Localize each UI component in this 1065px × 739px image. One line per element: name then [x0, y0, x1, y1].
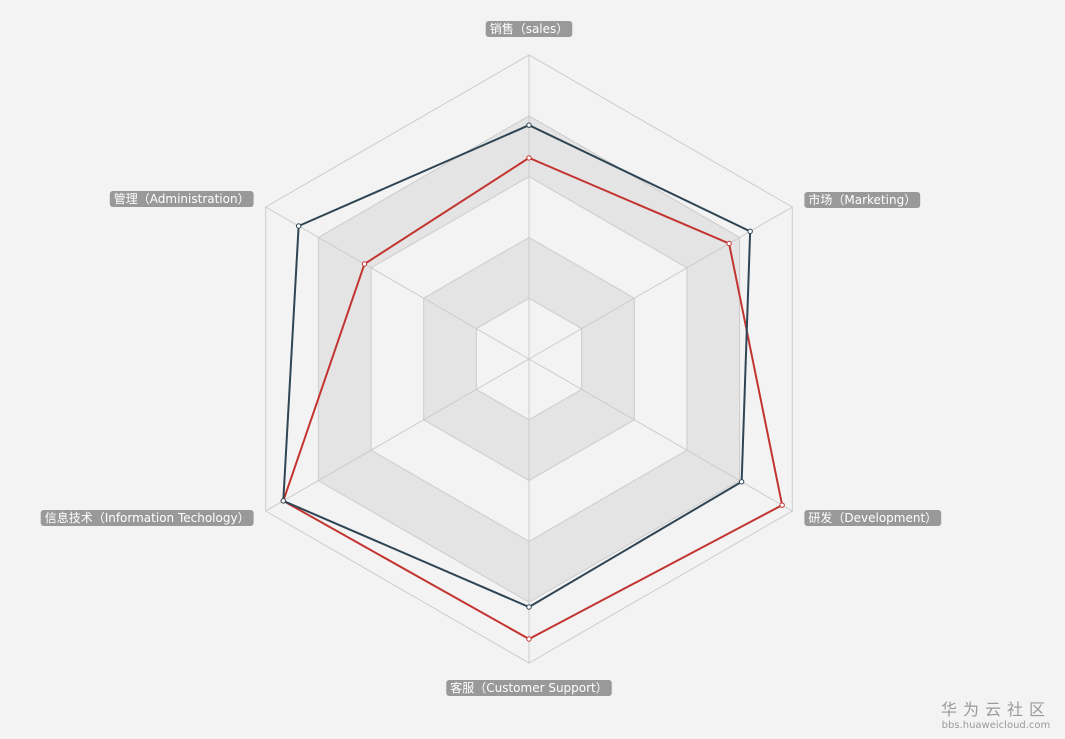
data-point[interactable] — [295, 223, 302, 229]
data-point[interactable] — [738, 479, 745, 485]
label-box — [446, 680, 612, 696]
axis-line — [265, 358, 530, 512]
axis-line — [528, 358, 793, 512]
watermark-brand: 华为云社区 — [940, 700, 1051, 719]
label-box — [804, 510, 942, 526]
indicator-label: 市场（Marketing） — [804, 192, 921, 208]
indicator-label-text: 客服（Customer Support） — [450, 680, 608, 695]
data-point[interactable] — [726, 240, 732, 247]
label-box — [485, 21, 573, 37]
data-point[interactable] — [779, 502, 785, 508]
indicator-label: 管理（Administration） — [109, 191, 254, 207]
data-point[interactable] — [280, 498, 286, 504]
data-point[interactable] — [747, 228, 753, 235]
data-point[interactable] — [526, 604, 532, 610]
indicator-label: 研发（Development） — [804, 510, 942, 526]
indicator-label: 信息技术（Information Techology） — [40, 510, 254, 526]
label-box — [40, 510, 254, 526]
indicator-label-text: 管理（Administration） — [114, 191, 250, 206]
label-box — [804, 192, 921, 208]
data-point[interactable] — [361, 261, 368, 267]
indicator-label-text: 销售（sales） — [490, 21, 569, 36]
data-point[interactable] — [526, 155, 532, 161]
watermark-url: bbs.huaweicloud.com — [941, 720, 1051, 731]
indicator-label-text: 市场（Marketing） — [808, 192, 916, 207]
label-box — [109, 191, 254, 207]
watermark: 华为云社区 bbs.huaweicloud.com — [941, 696, 1051, 731]
indicator-label: 客服（Customer Support） — [446, 680, 612, 696]
indicator-label-text: 研发（Development） — [808, 510, 937, 525]
data-point[interactable] — [526, 122, 532, 128]
indicator-label: 销售（sales） — [485, 21, 573, 37]
axis-line — [265, 206, 530, 360]
data-point[interactable] — [526, 636, 532, 642]
indicator-label-text: 信息技术（Information Techology） — [45, 510, 250, 525]
